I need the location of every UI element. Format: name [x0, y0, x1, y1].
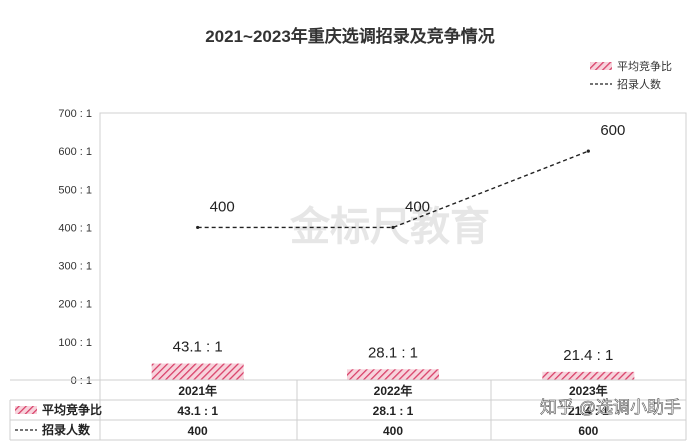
line-series: 400 400 600 — [196, 122, 625, 230]
line-data-label: 400 — [210, 198, 235, 215]
line-point — [586, 149, 590, 153]
zhihu-overlay-text: 知乎 @选调小助手 — [540, 398, 681, 417]
bar-series: 43.1 : 1 28.1 : 1 21.4 : 1 — [151, 339, 635, 380]
table-row-label-count: 招录人数 — [42, 422, 91, 437]
y-tick-label: 600 : 1 — [58, 146, 92, 158]
chart-title: 2021~2023年重庆选调招录及竞争情况 — [205, 26, 495, 46]
table-count-cell: 600 — [578, 424, 598, 438]
legend-label-ratio: 平均竞争比 — [617, 59, 672, 73]
y-axis: 0 : 1 100 : 1 200 : 1 300 : 1 400 : 1 500 : 1… — [58, 108, 92, 387]
legend-label-count: 招录人数 — [617, 77, 661, 91]
legend-swatch-ratio — [590, 62, 612, 70]
bar-data-label: 28.1 : 1 — [368, 344, 418, 361]
table-ratio-cell: 21.4 : 1 — [568, 404, 609, 418]
table-ratio-cell: 28.1 : 1 — [373, 404, 414, 418]
data-table: 平均竞争比 招录人数 2021年 43.1 : 1 400 2022年 28.1 : 1… — [9, 379, 687, 441]
line-data-label: 600 — [600, 122, 625, 139]
y-tick-label: 100 : 1 — [58, 337, 92, 349]
table-row-label-ratio: 平均竞争比 — [42, 402, 102, 417]
watermark-text: 金标尺教育 — [289, 204, 490, 249]
legend: 平均竞争比 招录人数 — [590, 59, 672, 91]
y-tick-label: 300 : 1 — [58, 261, 92, 273]
line-point — [391, 225, 395, 230]
y-tick-label: 500 : 1 — [58, 184, 92, 196]
y-tick-label: 400 : 1 — [58, 222, 92, 234]
table-count-cell: 400 — [188, 424, 208, 438]
y-tick-label: 200 : 1 — [58, 299, 92, 311]
table-category-cell: 2022年 — [374, 383, 413, 398]
line-point — [196, 225, 200, 230]
bar — [347, 369, 439, 380]
bar-data-label: 21.4 : 1 — [563, 347, 613, 364]
table-swatch-ratio — [15, 406, 37, 414]
bar — [542, 371, 635, 380]
table-category-cell: 2023年 — [569, 383, 608, 398]
table-category-cell: 2021年 — [178, 383, 217, 398]
y-tick-label: 0 : 1 — [71, 375, 92, 387]
y-tick-label: 700 : 1 — [58, 108, 92, 120]
line-path — [197, 150, 589, 229]
bar-data-label: 43.1 : 1 — [173, 339, 223, 356]
table-count-cell: 400 — [383, 424, 403, 438]
table-ratio-cell: 43.1 : 1 — [177, 404, 218, 418]
bar — [151, 363, 244, 380]
line-data-label: 400 — [405, 198, 430, 215]
